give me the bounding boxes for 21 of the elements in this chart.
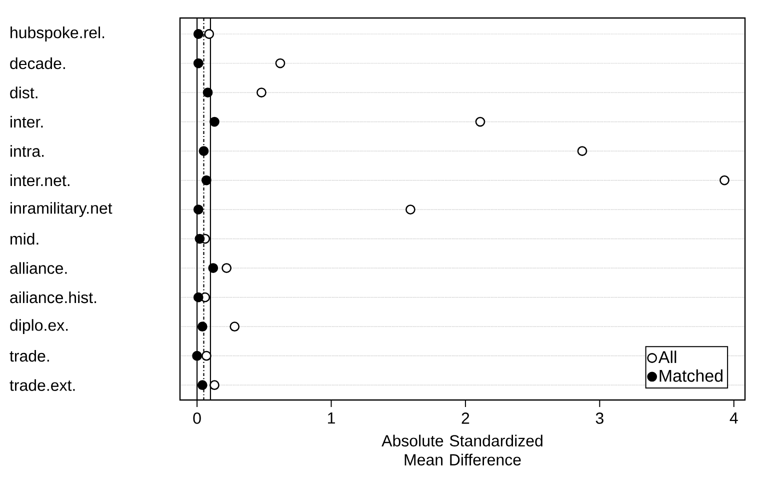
y-tick-label: ailiance.hist. bbox=[10, 291, 96, 304]
x-tick-label: 4 bbox=[730, 412, 738, 424]
x-axis-title: Absolute Standardized Mean Difference bbox=[382, 434, 542, 466]
y-tick-label: intra. bbox=[10, 145, 44, 157]
y-tick-label: hubspoke.rel. bbox=[10, 26, 104, 42]
x-tick-label: 3 bbox=[596, 412, 604, 424]
legend-label: All bbox=[658, 350, 676, 363]
y-tick-label: inter. bbox=[10, 116, 43, 128]
y-tick-label: mid. bbox=[10, 232, 38, 245]
y-tick-label: trade.ext. bbox=[10, 379, 75, 391]
legend-label: Matched bbox=[660, 369, 722, 382]
y-tick-label: trade. bbox=[10, 350, 49, 362]
y-tick-label: dist. bbox=[10, 86, 38, 98]
y-tick-label: diplo.ex. bbox=[10, 319, 68, 334]
y-tick-label: alliance. bbox=[10, 262, 67, 274]
x-tick-label: 0 bbox=[193, 412, 201, 424]
x-tick-label: 2 bbox=[462, 412, 470, 424]
y-tick-label: inter.net. bbox=[10, 174, 70, 186]
y-tick-label: inramilitary.net bbox=[10, 202, 112, 218]
y-tick-label: decade. bbox=[10, 57, 65, 70]
x-tick-label: 1 bbox=[328, 412, 335, 424]
